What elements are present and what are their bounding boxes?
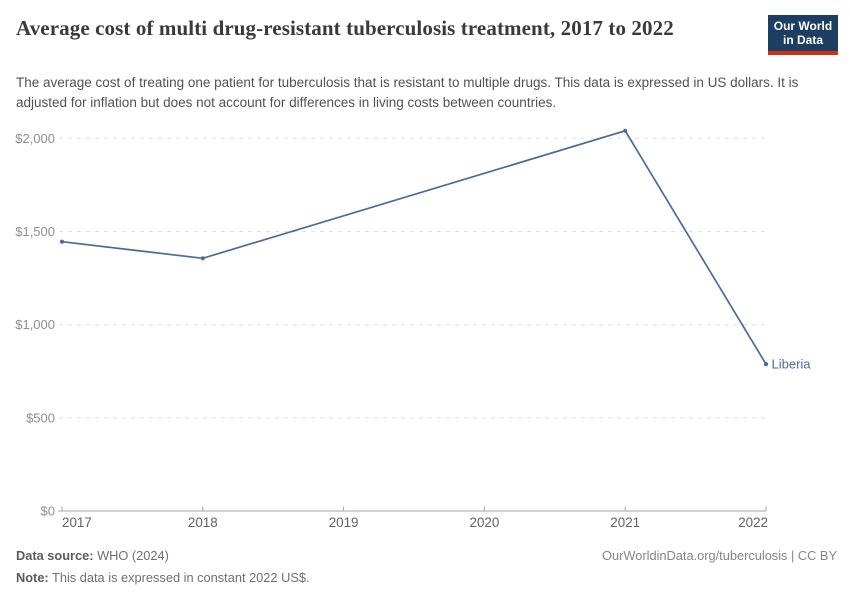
series-end-label[interactable]: Liberia: [772, 357, 812, 372]
data-source-line: Data source: WHO (2024): [16, 545, 310, 567]
x-tick-label: 2020: [470, 515, 500, 530]
chart-title: Average cost of multi drug-resistant tub…: [16, 16, 674, 40]
note-value: This data is expressed in constant 2022 …: [52, 570, 310, 585]
x-axis: 2017 2018 2019 2020 2021 2022: [61, 506, 768, 530]
x-tick-label: 2017: [62, 515, 92, 530]
owid-logo-line2: in Data: [782, 32, 823, 47]
note-label: Note:: [16, 570, 49, 585]
data-point-marker[interactable]: [623, 128, 628, 133]
x-tick-label: 2019: [329, 515, 359, 530]
data-point-marker[interactable]: [200, 256, 205, 261]
footer-source-note: Data source: WHO (2024) Note: This data …: [16, 545, 310, 589]
note-line: Note: This data is expressed in constant…: [16, 567, 310, 589]
y-tick-label: $0: [41, 504, 55, 519]
y-tick-label: $500: [26, 410, 55, 425]
owid-logo[interactable]: Our World in Data: [768, 15, 838, 55]
gridlines: [58, 137, 766, 512]
data-source-label: Data source:: [16, 548, 94, 563]
x-tick-label: 2018: [188, 515, 218, 530]
data-source-value[interactable]: WHO (2024): [97, 548, 169, 563]
y-axis-labels: $0 $500 $1,000 $1,500 $2,000: [15, 131, 55, 519]
x-tick-label: 2022: [738, 515, 768, 530]
x-tick-label: 2021: [610, 515, 640, 530]
y-tick-label: $1,500: [15, 224, 55, 239]
line-liberia[interactable]: [61, 129, 767, 365]
owid-logo-line1: Our World: [773, 19, 833, 33]
y-tick-label: $1,000: [15, 317, 55, 332]
y-tick-label: $2,000: [15, 131, 55, 146]
data-point-markers[interactable]: [59, 128, 769, 367]
chart-subtitle: The average cost of treating one patient…: [16, 75, 799, 110]
data-point-marker[interactable]: [763, 362, 769, 367]
data-point-marker[interactable]: [59, 239, 65, 244]
attribution-link[interactable]: OurWorldinData.org/tuberculosis | CC BY: [602, 548, 837, 563]
